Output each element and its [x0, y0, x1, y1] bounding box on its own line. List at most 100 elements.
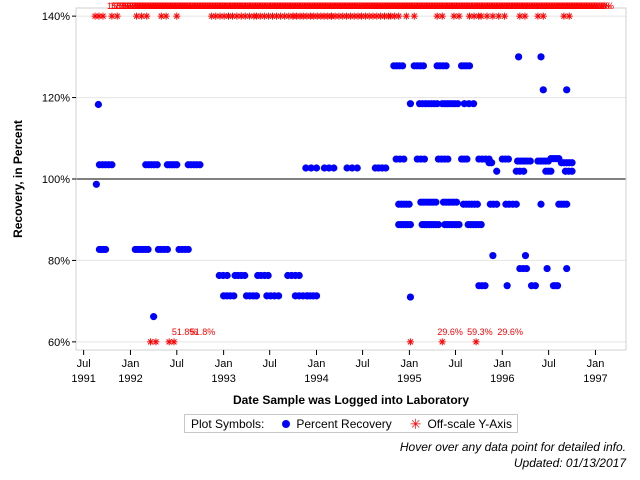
recovery-point: [531, 282, 539, 290]
off-scale-label-high: 155.3%: [519, 1, 550, 11]
off-scale-point: [113, 12, 121, 20]
off-scale-label-high: 155.3%: [182, 1, 213, 11]
legend-title: Plot Symbols:: [191, 416, 265, 431]
recovery-point: [144, 245, 152, 254]
off-scale-label-high: 155.3%: [366, 1, 397, 11]
x-tick-year-label: 1995: [397, 373, 421, 385]
recovery-point: [503, 282, 511, 290]
recovery-point: [101, 245, 110, 254]
off-scale-label-high: 155.3%: [329, 1, 360, 11]
off-scale-label-high: 155.3%: [574, 1, 605, 11]
recovery-point: [173, 161, 181, 169]
off-scale-point: [565, 12, 573, 20]
off-scale-label-high: 155.3%: [252, 1, 283, 11]
off-scale-label-high: 155.3%: [334, 1, 365, 11]
off-scale-point: [438, 338, 446, 346]
off-scale-label-high: 155.3%: [459, 1, 490, 11]
off-scale-label-high: 155.3%: [282, 1, 313, 11]
off-scale-label-high: 155.3%: [115, 1, 146, 11]
off-scale-label-high: 155.3%: [202, 1, 233, 11]
recovery-point: [348, 164, 356, 172]
recovery-point: [469, 100, 478, 108]
off-scale-label-high: 155.3%: [169, 1, 200, 11]
recovery-point: [196, 161, 204, 169]
recovery-point: [434, 221, 443, 229]
off-scale-label-high: 155.3%: [424, 1, 455, 11]
recovery-point: [398, 62, 407, 70]
off-scale-label-high: 155.3%: [299, 1, 330, 11]
off-scale-label-high: 155.3%: [184, 1, 215, 11]
off-scale-point: [477, 12, 485, 20]
off-scale-label-high: 155.3%: [494, 1, 525, 11]
off-scale-label-high: 155.3%: [297, 1, 328, 11]
off-scale-label-high: 155.6%: [107, 1, 138, 11]
recovery-point: [230, 292, 238, 300]
off-scale-label-high: 155.3%: [332, 1, 363, 11]
recovery-point: [526, 157, 534, 165]
off-scale-label-high: 155.3%: [284, 1, 315, 11]
recovery-point: [432, 198, 440, 206]
recovery-point: [454, 100, 462, 108]
off-scale-label-high: 155.3%: [217, 1, 248, 11]
off-scale-label-high: 155.3%: [237, 1, 268, 11]
off-scale-label-high: 155.3%: [544, 1, 575, 11]
off-scale-label-high: 155.3%: [117, 1, 148, 11]
off-scale-point: [395, 12, 403, 20]
off-scale-label-high: 155.3%: [262, 1, 293, 11]
recovery-point: [307, 164, 315, 172]
off-scale-label-high: 155.3%: [474, 1, 505, 11]
off-scale-label-high: 155.3%: [489, 1, 520, 11]
recovery-point: [537, 53, 545, 61]
y-axis: 60% 80% 100% 120% 140%: [42, 11, 76, 349]
off-scale-label-high: 155.3%: [247, 1, 278, 11]
recovery-point: [330, 164, 338, 172]
off-scale-label-high: 155.3%: [197, 1, 228, 11]
off-scale-point: [147, 338, 155, 346]
off-scale-label-high: 155.3%: [139, 1, 170, 11]
off-scale-label-high: 155.3%: [501, 1, 532, 11]
off-scale-label-high: 155.3%: [219, 1, 250, 11]
off-scale-point: [402, 12, 410, 20]
off-scale-label-high: 155.3%: [434, 1, 465, 11]
off-scale-point: [483, 12, 491, 20]
recovery-point: [92, 180, 100, 188]
recovery-point: [419, 62, 428, 70]
off-scale-label-high: 155.3%: [120, 1, 151, 11]
off-scale-label-high: 155.3%: [416, 1, 447, 11]
recovery-point: [522, 264, 531, 273]
recovery-point: [563, 200, 571, 208]
off-scale-label-high: 155.3%: [556, 1, 587, 11]
recovery-point: [493, 200, 501, 208]
off-scale-point: [285, 12, 293, 20]
recovery-point: [537, 200, 545, 208]
recovery-point: [553, 282, 562, 290]
off-scale-point: [433, 12, 441, 20]
off-scale-label-high: 155.3%: [406, 1, 437, 11]
off-scale-label-low: 51.8%: [190, 327, 216, 337]
off-scale-label-high: 155.3%: [249, 1, 280, 11]
x-tick-label: Jul: [77, 358, 91, 370]
recovery-point: [442, 62, 450, 70]
off-scale-label-high: 155.3%: [441, 1, 472, 11]
x-tick-label: Jul: [542, 358, 556, 370]
off-scale-label-high: 155.3%: [506, 1, 537, 11]
circle-marker-icon: [282, 419, 291, 428]
off-scale-label-high: 155.3%: [579, 1, 610, 11]
off-scale-label-high: 155.3%: [476, 1, 507, 11]
off-scale-label-high: 155.3%: [419, 1, 450, 11]
off-scale-label-high: 155.3%: [304, 1, 335, 11]
off-scale-label-high: 155.6%: [112, 1, 143, 11]
off-scale-label-high: 155.3%: [479, 1, 510, 11]
off-scale-labels: 155.6%173.6%155.6%155.3%155.3%155.3%155.…: [107, 1, 614, 337]
off-scale-label-high: 155.3%: [149, 1, 180, 11]
off-scale-label-high: 155.3%: [431, 1, 462, 11]
off-scale-point: [99, 12, 107, 20]
off-scale-label-high: 155.3%: [364, 1, 395, 11]
x-tick-year-label: 1993: [211, 373, 235, 385]
off-scale-label-high: 155.3%: [324, 1, 355, 11]
y-tick-label: 140%: [42, 11, 70, 23]
off-scale-point: [170, 338, 178, 346]
off-scale-label-high: 155.3%: [451, 1, 482, 11]
recovery-point: [264, 271, 272, 280]
off-scale-label-low: 29.6%: [497, 327, 523, 337]
